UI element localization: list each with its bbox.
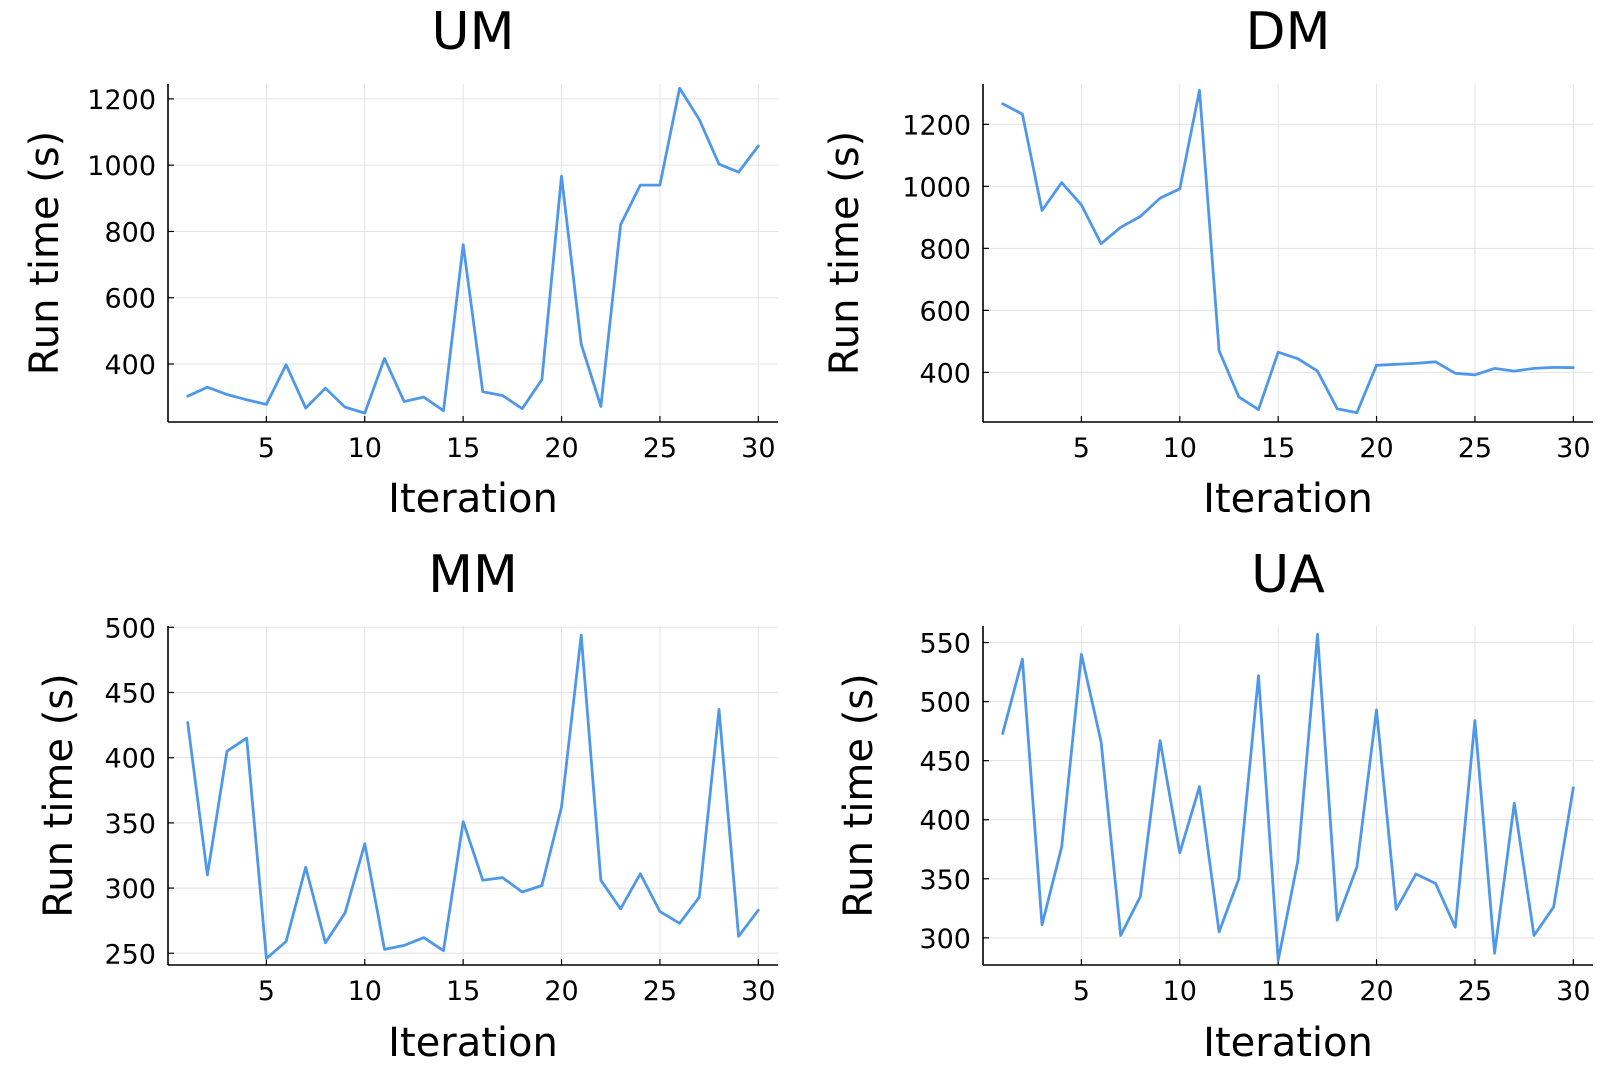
y-axis-label: Run time (s): [836, 673, 882, 918]
x-tick-label: 5: [258, 976, 275, 1007]
y-tick-label: 400: [919, 358, 971, 389]
panel-title: MM: [428, 545, 518, 605]
x-axis-label: Iteration: [388, 476, 558, 522]
series-line: [186, 633, 760, 960]
y-tick-label: 350: [919, 865, 971, 896]
y-axis-label: Run time (s): [822, 131, 868, 376]
series-line: [1001, 88, 1575, 415]
x-tick-label: 10: [348, 433, 382, 464]
y-tick-label: 300: [104, 874, 156, 905]
x-tick-label: 20: [544, 976, 578, 1007]
y-tick-label: 400: [919, 806, 971, 837]
x-axis-label: Iteration: [1203, 1020, 1373, 1066]
x-tick-label: 10: [348, 976, 382, 1007]
y-tick-label: 1200: [902, 110, 971, 141]
x-axis-label: Iteration: [1203, 476, 1373, 522]
x-tick-label: 20: [1359, 976, 1393, 1007]
y-tick-label: 400: [104, 744, 156, 775]
x-tick-label: 5: [1073, 976, 1090, 1007]
y-tick-label: 550: [919, 629, 971, 660]
y-axis-label: Run time (s): [22, 131, 68, 376]
y-axis-label: Run time (s): [36, 673, 82, 918]
x-tick-label: 20: [544, 433, 578, 464]
y-tick-label: 450: [919, 747, 971, 778]
y-tick-label: 300: [919, 924, 971, 955]
y-tick-label: 350: [104, 809, 156, 840]
y-tick-label: 600: [919, 296, 971, 327]
y-tick-label: 250: [104, 939, 156, 970]
panel-um: 5 10 15 20 25 30 400 600 800 1000 1200 UM Iteration R…: [22, 2, 778, 522]
panel-ua: 5 10 15 20 25 30 300 350 400 450 500 550 UA Iteration…: [836, 545, 1593, 1066]
x-tick-label: 30: [1556, 976, 1590, 1007]
y-tick-label: 600: [104, 284, 156, 315]
x-tick-label: 15: [1261, 976, 1295, 1007]
x-tick-label: 5: [1073, 433, 1090, 464]
y-tick-label: 1200: [87, 85, 156, 116]
x-axis-label: Iteration: [388, 1020, 558, 1066]
x-tick-label: 30: [741, 433, 775, 464]
x-tick-label: 10: [1163, 976, 1197, 1007]
y-tick-label: 1000: [902, 172, 971, 203]
panel-title: UM: [432, 2, 515, 62]
x-tick-label: 30: [741, 976, 775, 1007]
panel-title: DM: [1246, 2, 1331, 62]
x-tick-label: 15: [446, 976, 480, 1007]
x-tick-label: 25: [643, 433, 677, 464]
x-tick-label: 10: [1163, 433, 1197, 464]
y-tick-label: 400: [104, 350, 156, 381]
y-tick-label: 500: [919, 688, 971, 719]
panel-title: UA: [1251, 545, 1325, 605]
series-line: [1001, 632, 1575, 962]
x-tick-label: 25: [1458, 976, 1492, 1007]
series-line: [186, 86, 760, 415]
panel-dm: 5 10 15 20 25 30 400 600 800 1000 1200 DM Iteration R…: [822, 2, 1593, 522]
x-tick-label: 25: [1458, 433, 1492, 464]
panel-mm: 5 10 15 20 25 30 250 300 350 400 450 500 MM Iteration…: [36, 545, 778, 1066]
y-tick-label: 500: [104, 613, 156, 644]
y-tick-label: 450: [104, 678, 156, 709]
x-tick-label: 15: [446, 433, 480, 464]
x-tick-label: 25: [643, 976, 677, 1007]
x-tick-label: 20: [1359, 433, 1393, 464]
y-tick-label: 1000: [87, 151, 156, 182]
x-tick-label: 5: [258, 433, 275, 464]
y-tick-label: 800: [104, 217, 156, 248]
x-tick-label: 15: [1261, 433, 1295, 464]
x-tick-label: 30: [1556, 433, 1590, 464]
y-tick-label: 800: [919, 234, 971, 265]
